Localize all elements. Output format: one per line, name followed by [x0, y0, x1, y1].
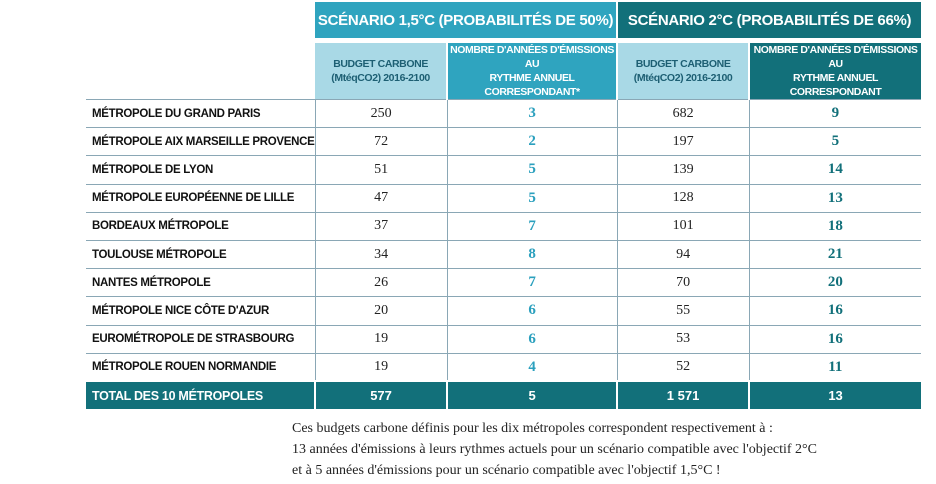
metropole-name: MÉTROPOLE NICE CÔTE D'AZUR	[86, 296, 316, 326]
years-1-5-value: 2	[446, 127, 618, 157]
scenario-header-row: SCÉNARIO 1,5°C (PROBABILITÉS DE 50%) SCÉ…	[86, 2, 922, 38]
total-years-1-5: 5	[446, 380, 618, 410]
budget-header-line2: (MtéqCO2) 2016-2100	[331, 72, 430, 84]
years-1-5-value: 6	[446, 325, 618, 354]
years-2-value: 13	[748, 184, 922, 213]
years-1-5-value: 7	[446, 212, 618, 241]
budget-1-5-value: 26	[314, 268, 448, 298]
empty-subheader-cell	[86, 43, 315, 100]
years-2-value: 14	[748, 155, 922, 185]
table-row: NANTES MÉTROPOLE 26 7 70 20	[86, 268, 922, 298]
total-row: TOTAL DES 10 MÉTROPOLES 577 5 1 571 13	[86, 380, 922, 410]
table-row: EUROMÉTROPOLE DE STRASBOURG 19 6 53 16	[86, 325, 922, 354]
budget-header-line2: (MtéqCO2) 2016-2100	[633, 72, 733, 84]
budget-header-line1: BUDGET CARBONE	[333, 58, 428, 70]
budget-2-value: 139	[616, 155, 750, 185]
metropole-name: MÉTROPOLE AIX MARSEILLE PROVENCE	[86, 127, 316, 157]
years-2-value: 21	[748, 240, 922, 270]
budget-2-header: BUDGET CARBONE (MtéqCO2) 2016-2100	[617, 43, 751, 100]
years-2-value: 20	[748, 268, 922, 298]
years-1-5-value: 8	[446, 240, 618, 270]
years-1-5-value: 6	[446, 296, 618, 326]
table-row: TOULOUSE MÉTROPOLE 34 8 94 21	[86, 240, 922, 270]
table-row: MÉTROPOLE EUROPÉENNE DE LILLE 47 5 128 13	[86, 184, 922, 213]
metropole-rows: MÉTROPOLE DU GRAND PARIS 250 3 682 9 MÉTROPOL…	[86, 98, 922, 382]
budget-2-value: 94	[616, 240, 750, 270]
years-1-5-header: NOMBRE D'ANNÉES D'ÉMISSIONS AU RYTHME AN…	[447, 43, 619, 100]
budget-2-value: 70	[616, 268, 750, 298]
footnote-line-1: Ces budgets carbone définis pour les dix…	[292, 421, 773, 436]
budget-2-value: 682	[616, 98, 750, 129]
years-1-5-value: 3	[446, 98, 618, 129]
sub-header-row: BUDGET CARBONE (MtéqCO2) 2016-2100 NOMBR…	[86, 43, 922, 100]
footnote: Ces budgets carbone définis pour les dix…	[292, 418, 902, 481]
years-header-line1: NOMBRE D'ANNÉES D'ÉMISSIONS AU	[753, 44, 918, 70]
budget-1-5-value: 34	[314, 240, 448, 270]
budget-2-value: 52	[616, 353, 750, 382]
years-2-value: 11	[748, 353, 922, 382]
budget-1-5-value: 250	[314, 98, 448, 129]
years-header-line2: RYTHME ANNUEL CORRESPONDANT*	[484, 72, 580, 98]
metropole-name: BORDEAUX MÉTROPOLE	[86, 212, 316, 241]
carbon-budget-table: SCÉNARIO 1,5°C (PROBABILITÉS DE 50%) SCÉ…	[86, 2, 922, 410]
budget-2-value: 197	[616, 127, 750, 157]
budget-1-5-header: BUDGET CARBONE (MtéqCO2) 2016-2100	[315, 43, 449, 100]
years-header-line1: NOMBRE D'ANNÉES D'ÉMISSIONS AU	[450, 44, 615, 70]
budget-2-value: 101	[616, 212, 750, 241]
years-1-5-value: 7	[446, 268, 618, 298]
years-header-line2: RYTHME ANNUEL CORRESPONDANT	[789, 72, 882, 98]
metropole-name: EUROMÉTROPOLE DE STRASBOURG	[86, 325, 316, 354]
table-row: MÉTROPOLE NICE CÔTE D'AZUR 20 6 55 16	[86, 296, 922, 326]
years-2-value: 9	[748, 98, 922, 129]
table-row: MÉTROPOLE AIX MARSEILLE PROVENCE 72 2 197 5	[86, 127, 922, 157]
budget-2-value: 53	[616, 325, 750, 354]
total-label: TOTAL DES 10 MÉTROPOLES	[86, 380, 316, 410]
total-budget-1-5: 577	[314, 380, 448, 410]
budget-1-5-value: 37	[314, 212, 448, 241]
table-row: BORDEAUX MÉTROPOLE 37 7 101 18	[86, 212, 922, 241]
footnote-line-2: 13 années d'émissions à leurs rythmes ac…	[292, 442, 817, 457]
table-row: MÉTROPOLE DE LYON 51 5 139 14	[86, 155, 922, 185]
metropole-name: TOULOUSE MÉTROPOLE	[86, 240, 316, 270]
budget-1-5-value: 20	[314, 296, 448, 326]
total-budget-2: 1 571	[616, 380, 750, 410]
empty-corner-cell	[86, 2, 315, 38]
budget-1-5-value: 51	[314, 155, 448, 185]
table-row: MÉTROPOLE DU GRAND PARIS 250 3 682 9	[86, 98, 922, 129]
footnote-line-3: et à 5 années d'émissions pour un scénar…	[292, 463, 721, 478]
budget-1-5-value: 72	[314, 127, 448, 157]
years-2-header: NOMBRE D'ANNÉES D'ÉMISSIONS AU RYTHME AN…	[749, 43, 922, 100]
years-2-value: 5	[748, 127, 922, 157]
years-1-5-value: 4	[446, 353, 618, 382]
years-2-value: 16	[748, 296, 922, 326]
budget-1-5-value: 19	[314, 353, 448, 382]
years-1-5-value: 5	[446, 184, 618, 213]
budget-1-5-value: 19	[314, 325, 448, 354]
budget-1-5-value: 47	[314, 184, 448, 213]
years-2-value: 16	[748, 325, 922, 354]
metropole-name: MÉTROPOLE DU GRAND PARIS	[86, 98, 316, 129]
budget-header-line1: BUDGET CARBONE	[635, 58, 731, 70]
years-1-5-value: 5	[446, 155, 618, 185]
total-years-2: 13	[748, 380, 922, 410]
budget-2-value: 128	[616, 184, 750, 213]
metropole-name: NANTES MÉTROPOLE	[86, 268, 316, 298]
budget-2-value: 55	[616, 296, 750, 326]
metropole-name: MÉTROPOLE DE LYON	[86, 155, 316, 185]
scenario-2-header: SCÉNARIO 2°C (PROBABILITÉS DE 66%)	[617, 2, 922, 38]
metropole-name: MÉTROPOLE EUROPÉENNE DE LILLE	[86, 184, 316, 213]
scenario-1-5-header: SCÉNARIO 1,5°C (PROBABILITÉS DE 50%)	[315, 2, 619, 38]
years-2-value: 18	[748, 212, 922, 241]
metropole-name: MÉTROPOLE ROUEN NORMANDIE	[86, 353, 316, 382]
table-row: MÉTROPOLE ROUEN NORMANDIE 19 4 52 11	[86, 353, 922, 382]
